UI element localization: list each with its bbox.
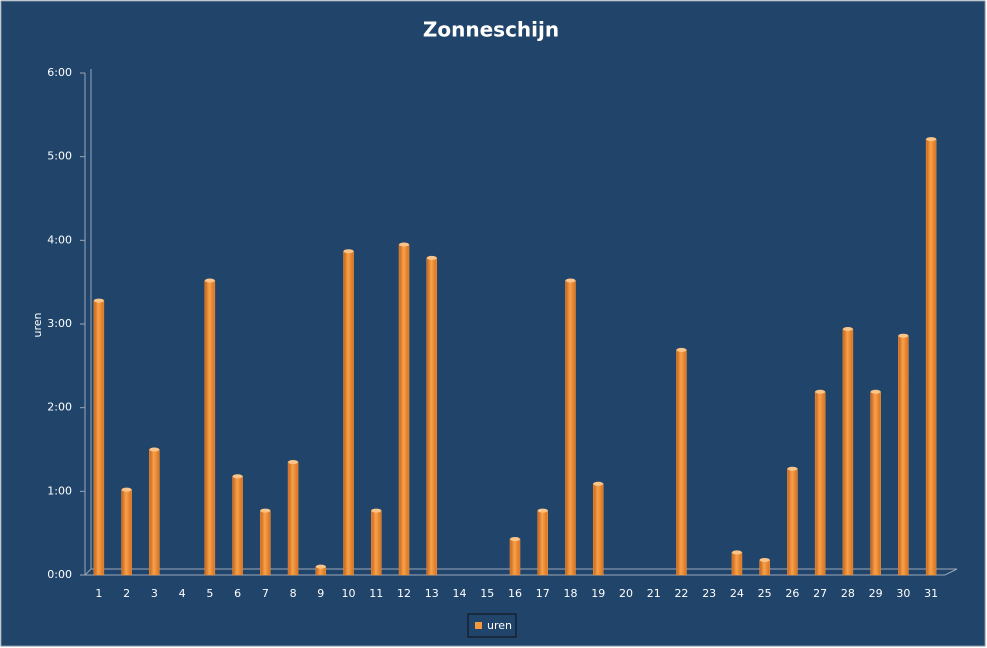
bar-top	[537, 508, 548, 513]
bar	[759, 559, 770, 576]
bar	[537, 510, 548, 576]
bar	[787, 468, 798, 576]
x-tick-label: 29	[869, 587, 883, 600]
bar	[592, 483, 604, 576]
bar	[287, 461, 299, 576]
x-tick-label: 13	[425, 587, 439, 600]
x-tick-label: 10	[342, 587, 356, 600]
y-tick-label: 6:00	[47, 66, 72, 79]
x-tick-label: 27	[813, 587, 827, 600]
bar	[343, 250, 354, 576]
x-tick-label: 24	[730, 587, 744, 600]
bar-top	[898, 333, 909, 338]
x-tick-label: 4	[179, 587, 186, 600]
x-tick-label: 15	[480, 587, 494, 600]
x-tick-label: 7	[262, 587, 269, 600]
bar-top	[676, 347, 687, 352]
bar-top	[926, 137, 937, 142]
bar-top	[731, 550, 742, 555]
y-tick-label: 1:00	[47, 484, 72, 497]
bar	[149, 449, 160, 576]
x-tick-label: 28	[841, 587, 855, 600]
y-tick-label: 4:00	[47, 233, 72, 246]
x-tick-label: 23	[702, 587, 716, 600]
bar	[426, 257, 438, 576]
bar	[842, 328, 854, 576]
bar-top	[510, 537, 520, 542]
bar-top	[315, 564, 326, 569]
bar-top	[870, 389, 881, 394]
y-tick-label: 5:00	[47, 150, 72, 163]
bar	[93, 300, 105, 576]
x-tick-label: 1	[95, 587, 102, 600]
bar-top	[149, 447, 160, 452]
x-tick-label: 18	[563, 587, 577, 600]
x-tick-label: 5	[206, 587, 213, 600]
bar-top	[121, 487, 132, 492]
bar	[398, 244, 410, 576]
bar-top	[204, 278, 215, 283]
legend-label: uren	[487, 619, 512, 632]
x-tick-label: 16	[508, 587, 522, 600]
bar-top	[842, 327, 853, 332]
bar-top	[593, 481, 604, 486]
bar	[204, 280, 216, 576]
x-tick-label: 6	[234, 587, 241, 600]
bar	[371, 510, 382, 576]
bar	[814, 391, 826, 576]
x-tick-label: 30	[896, 587, 910, 600]
bar-top	[565, 278, 576, 283]
y-axis-title: uren	[31, 312, 44, 337]
legend-box	[467, 613, 517, 638]
bar-top	[288, 460, 299, 465]
x-tick-label: 17	[536, 587, 550, 600]
bar-top	[399, 242, 410, 247]
bar	[121, 489, 132, 576]
bar-top	[343, 249, 354, 254]
bar-top	[426, 255, 437, 260]
bar	[898, 335, 909, 576]
y-tick-label: 3:00	[47, 317, 72, 330]
x-tick-label: 19	[591, 587, 605, 600]
bar-top	[815, 389, 826, 394]
x-tick-label: 3	[151, 587, 158, 600]
x-tick-label: 14	[453, 587, 467, 600]
bar-top	[787, 466, 798, 471]
chart-title: Zonneschijn	[423, 18, 559, 42]
x-tick-label: 22	[674, 587, 688, 600]
y-tick-label: 2:00	[47, 401, 72, 414]
bar	[676, 349, 687, 576]
bar-top	[232, 474, 243, 479]
x-tick-label: 9	[317, 587, 324, 600]
x-tick-label: 20	[619, 587, 633, 600]
bar	[260, 510, 271, 576]
floor	[83, 568, 958, 576]
x-tick-label: 31	[924, 587, 938, 600]
x-tick-label: 21	[647, 587, 661, 600]
legend-swatch	[475, 622, 482, 629]
y-tick-label: 0:00	[47, 568, 72, 581]
bar	[925, 138, 937, 576]
bar-top	[260, 508, 271, 513]
x-tick-label: 12	[397, 587, 411, 600]
x-tick-label: 8	[290, 587, 297, 600]
bar-top	[371, 508, 382, 513]
legend: uren	[467, 613, 517, 638]
x-tick-label: 2	[123, 587, 130, 600]
bar-top	[759, 557, 770, 562]
x-tick-label: 11	[369, 587, 383, 600]
bar	[731, 552, 743, 576]
x-tick-label: 26	[785, 587, 799, 600]
bar	[565, 280, 576, 576]
bar	[870, 391, 881, 576]
bar-top	[93, 298, 104, 303]
bar	[232, 476, 243, 576]
bar	[509, 538, 521, 576]
x-tick-label: 25	[758, 587, 772, 600]
